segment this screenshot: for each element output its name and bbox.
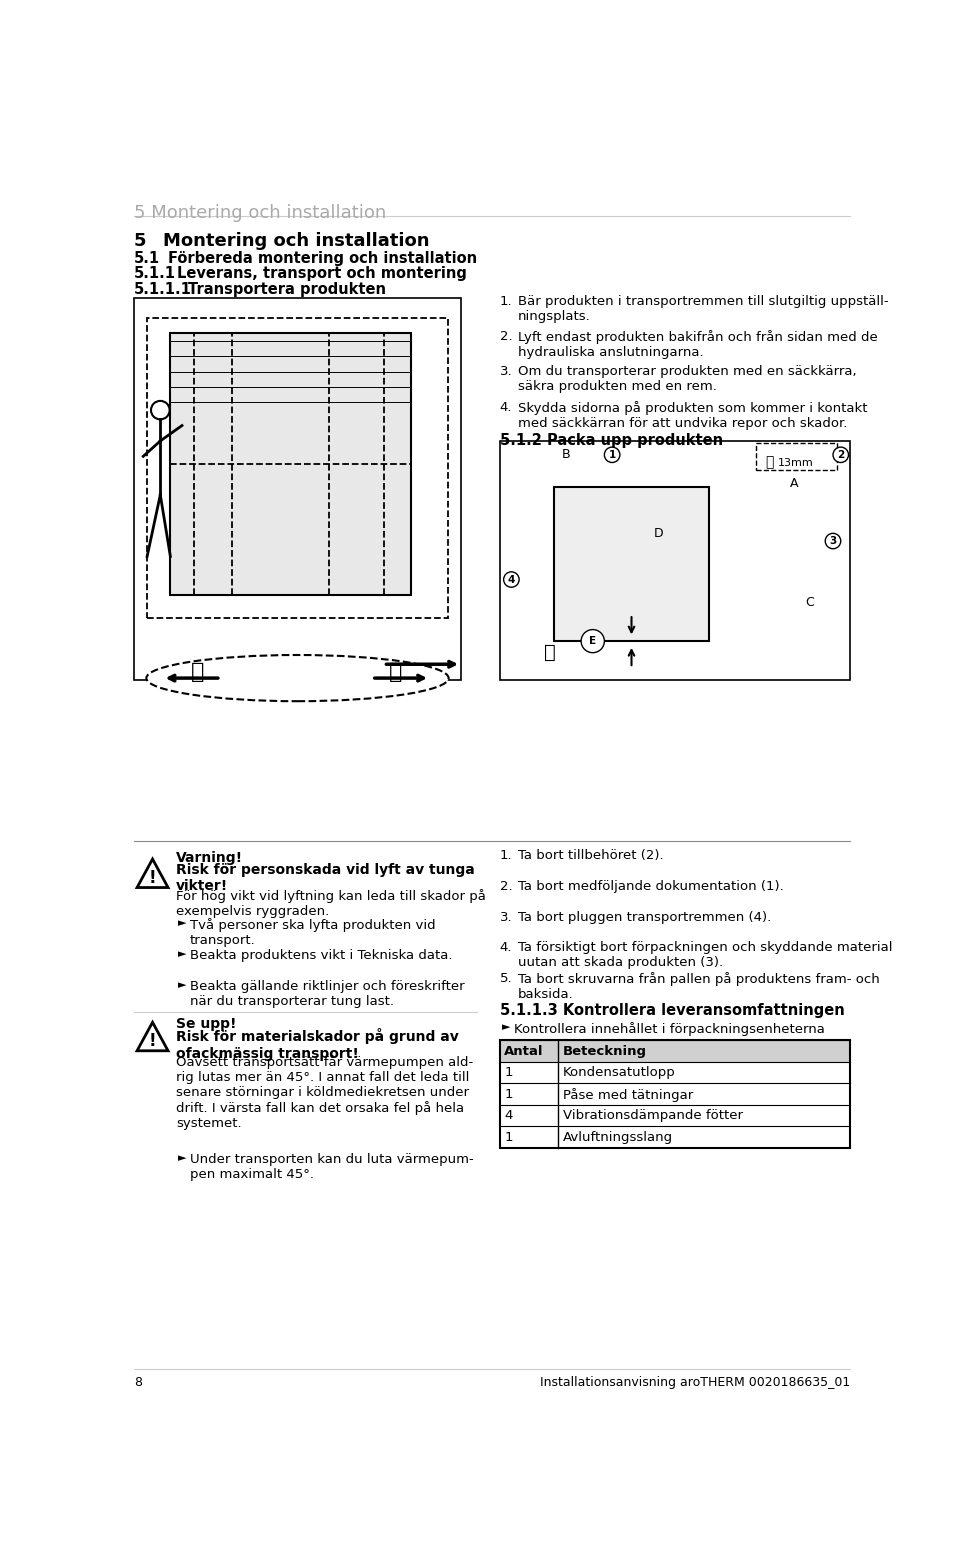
Text: C: C	[805, 596, 814, 609]
FancyBboxPatch shape	[500, 1062, 850, 1084]
Text: 1: 1	[609, 450, 615, 459]
Text: Installationsanvisning aroTHERM 0020186635_01: Installationsanvisning aroTHERM 00201866…	[540, 1376, 850, 1389]
FancyBboxPatch shape	[500, 1126, 850, 1148]
Text: 1: 1	[504, 1067, 513, 1079]
Text: Förbereda montering och installation: Förbereda montering och installation	[168, 251, 477, 266]
Text: !: !	[149, 869, 156, 886]
Text: 1: 1	[504, 1130, 513, 1144]
Text: Montering och installation: Montering och installation	[162, 232, 429, 249]
FancyBboxPatch shape	[170, 333, 411, 595]
Text: 2.: 2.	[500, 330, 513, 343]
Text: B: B	[562, 448, 570, 461]
Text: Ta bort pluggen transportremmen (4).: Ta bort pluggen transportremmen (4).	[517, 911, 771, 923]
Text: 1.: 1.	[500, 294, 513, 308]
Text: Risk för personskada vid lyft av tunga
vikter!: Risk för personskada vid lyft av tunga v…	[176, 863, 474, 894]
Text: Om du transporterar produkten med en säckkärra,
säkra produkten med en rem.: Om du transporterar produkten med en säc…	[517, 366, 856, 394]
Text: Vibrationsdämpande fötter: Vibrationsdämpande fötter	[563, 1109, 742, 1123]
Text: Beteckning: Beteckning	[563, 1045, 646, 1057]
Text: Ta bort tillbehöret (2).: Ta bort tillbehöret (2).	[517, 849, 663, 863]
Text: A: A	[790, 476, 799, 490]
Circle shape	[605, 447, 620, 462]
Text: 4: 4	[504, 1109, 513, 1123]
Text: 5.1.1: 5.1.1	[134, 266, 176, 282]
Text: ►: ►	[502, 1023, 511, 1032]
Text: Kontrollera innehållet i förpackningsenheterna: Kontrollera innehållet i förpackningsenh…	[514, 1023, 825, 1037]
Text: 2: 2	[837, 450, 845, 459]
Text: Påse med tätningar: Påse med tätningar	[563, 1088, 693, 1102]
FancyBboxPatch shape	[500, 1104, 850, 1126]
Text: Se upp!: Se upp!	[176, 1017, 236, 1031]
Circle shape	[151, 400, 170, 419]
Text: Ta bort medföljande dokumentation (1).: Ta bort medföljande dokumentation (1).	[517, 880, 783, 892]
FancyBboxPatch shape	[500, 1040, 850, 1062]
Circle shape	[581, 629, 605, 652]
Polygon shape	[137, 1023, 168, 1051]
Text: 4.: 4.	[500, 942, 513, 954]
FancyBboxPatch shape	[147, 318, 447, 618]
Text: Varning!: Varning!	[176, 852, 243, 866]
FancyBboxPatch shape	[500, 441, 850, 680]
Text: Ta bort skruvarna från pallen på produktens fram- och
baksida.: Ta bort skruvarna från pallen på produkt…	[517, 972, 879, 1001]
Circle shape	[826, 534, 841, 548]
Polygon shape	[137, 859, 168, 887]
Text: Antal: Antal	[504, 1045, 544, 1057]
Text: 1.: 1.	[500, 849, 513, 863]
Text: Ta försiktigt bort förpackningen och skyddande material
uutan att skada produkte: Ta försiktigt bort förpackningen och sky…	[517, 942, 892, 970]
Text: 3.: 3.	[500, 366, 513, 378]
Text: Leverans, transport och montering: Leverans, transport och montering	[178, 266, 468, 282]
Circle shape	[504, 571, 519, 587]
Text: ►: ►	[179, 1154, 186, 1163]
Text: 5.1.1.3 Kontrollera leveransomfattningen: 5.1.1.3 Kontrollera leveransomfattningen	[500, 1003, 845, 1018]
Text: 1: 1	[504, 1088, 513, 1101]
Text: 🔩: 🔩	[544, 643, 556, 662]
Text: Avluftningsslang: Avluftningsslang	[563, 1130, 673, 1144]
FancyBboxPatch shape	[554, 487, 709, 641]
FancyBboxPatch shape	[500, 1084, 850, 1104]
Text: 2.: 2.	[500, 880, 513, 892]
Text: Två personer ska lyfta produkten vid
transport.: Två personer ska lyfta produkten vid tra…	[190, 919, 436, 947]
Text: Oavsett transportsätt får värmepumpen ald-
rig lutas mer än 45°. I annat fall de: Oavsett transportsätt får värmepumpen al…	[176, 1054, 473, 1130]
Text: 3.: 3.	[500, 911, 513, 923]
Text: För hög vikt vid lyftning kan leda till skador på
exempelvis ryggraden.: För hög vikt vid lyftning kan leda till …	[176, 889, 486, 919]
Text: 5 Montering och installation: 5 Montering och installation	[134, 204, 386, 221]
Circle shape	[833, 447, 849, 462]
Text: Transportera produkten: Transportera produkten	[188, 282, 386, 296]
Text: 🧤: 🧤	[389, 662, 402, 682]
Text: Beakta gällande riktlinjer och föreskrifter
när du transporterar tung last.: Beakta gällande riktlinjer och föreskrif…	[190, 979, 465, 1007]
FancyBboxPatch shape	[134, 299, 461, 680]
Text: Kondensatutlopp: Kondensatutlopp	[563, 1067, 675, 1079]
Text: 3: 3	[829, 536, 836, 547]
Text: 4.: 4.	[500, 400, 513, 414]
FancyBboxPatch shape	[756, 444, 837, 470]
Text: Under transporten kan du luta värmepum-
pen maximalt 45°.: Under transporten kan du luta värmepum- …	[190, 1154, 473, 1182]
Text: 5.1.1.1: 5.1.1.1	[134, 282, 192, 296]
Text: !: !	[149, 1032, 156, 1049]
Text: 5.1: 5.1	[134, 251, 160, 266]
Text: Lyft endast produkten bakifrån och från sidan med de
hydrauliska anslutningarna.: Lyft endast produkten bakifrån och från …	[517, 330, 877, 360]
Text: 4: 4	[508, 575, 516, 584]
Text: ►: ►	[179, 919, 186, 928]
Text: ►: ►	[179, 979, 186, 990]
Text: 5.1.2 Packa upp produkten: 5.1.2 Packa upp produkten	[500, 433, 723, 448]
Text: 8: 8	[134, 1376, 142, 1389]
Ellipse shape	[146, 655, 448, 701]
Text: 13mm: 13mm	[778, 458, 814, 469]
Text: 5.: 5.	[500, 972, 513, 986]
Text: D: D	[654, 526, 663, 540]
Text: Beakta produktens vikt i Tekniska data.: Beakta produktens vikt i Tekniska data.	[190, 950, 452, 962]
Text: ►: ►	[179, 950, 186, 959]
Text: 🔧: 🔧	[765, 455, 774, 469]
Text: Skydda sidorna på produkten som kommer i kontakt
med säckkärran för att undvika : Skydda sidorna på produkten som kommer i…	[517, 400, 867, 430]
Text: 🧤: 🧤	[191, 662, 204, 682]
Text: 5: 5	[134, 232, 147, 249]
Text: E: E	[589, 637, 596, 646]
Text: Bär produkten i transportremmen till slutgiltig uppställ-
ningsplats.: Bär produkten i transportremmen till slu…	[517, 294, 888, 322]
Text: Risk för materialskador på grund av
ofackmässig transport!: Risk för materialskador på grund av ofac…	[176, 1029, 459, 1060]
